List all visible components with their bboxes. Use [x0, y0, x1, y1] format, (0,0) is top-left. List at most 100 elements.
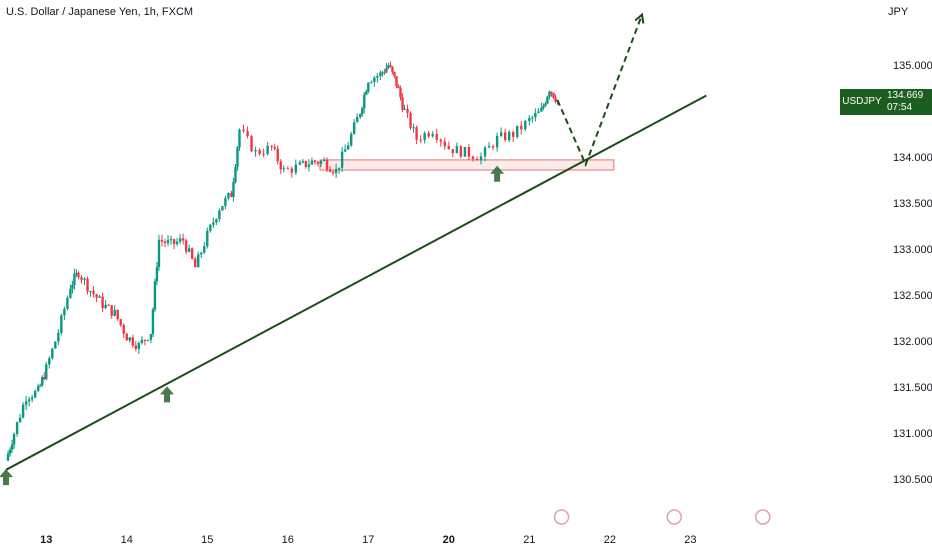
- candle-body: [190, 248, 194, 259]
- candle-body: [48, 358, 51, 365]
- candle-body: [209, 224, 212, 231]
- candle-body: [178, 238, 182, 242]
- candle-body: [391, 66, 394, 72]
- y-tick-label: 132.500: [893, 290, 932, 302]
- candle-body: [542, 105, 545, 108]
- candle-body: [552, 92, 555, 98]
- candle-body: [313, 160, 317, 163]
- candle-body: [447, 146, 451, 150]
- candle-body: [10, 444, 14, 450]
- candle-body: [304, 160, 308, 167]
- candle-body: [367, 82, 370, 92]
- candle-body: [232, 181, 235, 197]
- candle-body: [8, 449, 12, 454]
- candle-body: [427, 133, 430, 137]
- candle-body: [307, 164, 311, 167]
- candle-body: [409, 112, 412, 128]
- candle-body: [6, 453, 10, 461]
- candle-body: [187, 248, 191, 252]
- candle-body: [343, 149, 347, 152]
- x-tick-label: 13: [40, 534, 52, 546]
- candle-body: [166, 240, 170, 244]
- y-tick-label: 132.000: [893, 336, 932, 348]
- candle-body: [544, 103, 547, 106]
- x-tick-label: 17: [362, 534, 374, 546]
- candle-body: [310, 160, 314, 165]
- candle-body: [443, 141, 446, 147]
- candle-body: [331, 171, 335, 174]
- currency-label: JPY: [888, 6, 909, 18]
- candle-body: [393, 71, 396, 77]
- y-tick-label: 134.000: [893, 152, 932, 164]
- candle-body: [169, 239, 173, 241]
- candle-body: [60, 315, 63, 333]
- up-arrow-icon: [0, 469, 13, 486]
- candle-body: [534, 112, 537, 118]
- candle-body: [41, 377, 44, 386]
- candle-body: [389, 65, 392, 67]
- candle-body: [57, 332, 60, 342]
- candle-body: [279, 161, 282, 170]
- candle-body: [246, 131, 249, 137]
- candle-body: [520, 125, 523, 130]
- candle-body: [137, 343, 141, 349]
- candle-body: [373, 77, 376, 83]
- candle-body: [383, 72, 386, 74]
- y-tick-label: 133.500: [893, 198, 932, 210]
- candle-body: [334, 169, 338, 174]
- candle-body: [262, 153, 265, 155]
- candle-body: [24, 401, 28, 405]
- candle-body: [69, 288, 72, 298]
- candle-body: [30, 397, 34, 400]
- last-price: 134.669: [887, 90, 924, 101]
- candle-body: [163, 241, 167, 244]
- candle-body: [415, 127, 418, 140]
- candle-body: [151, 309, 155, 335]
- candle-body: [92, 291, 95, 295]
- candle-body: [395, 76, 398, 86]
- last-price-label: 134.669 07:54: [884, 89, 932, 115]
- candle-body: [419, 139, 422, 141]
- candle-body: [403, 108, 406, 110]
- candle-body: [363, 94, 366, 109]
- candle-body: [298, 162, 302, 165]
- candle-body: [140, 339, 144, 344]
- candle-body: [149, 334, 153, 340]
- candle-body: [181, 238, 185, 241]
- candle-body: [131, 337, 135, 346]
- candle-body: [230, 192, 233, 197]
- candle-body: [379, 72, 382, 76]
- candle-body: [122, 325, 125, 334]
- support-zone: [319, 159, 615, 171]
- candle-body: [242, 129, 245, 132]
- us-flag-icon: [666, 509, 682, 525]
- candle-body: [51, 348, 54, 359]
- candle-body: [95, 294, 98, 298]
- candle-body: [412, 127, 415, 129]
- candle-body: [479, 156, 483, 161]
- candle-body: [431, 134, 434, 137]
- candle-body: [89, 291, 92, 293]
- candle-body: [353, 122, 356, 134]
- candle-body: [134, 345, 138, 349]
- candle-body: [316, 162, 320, 164]
- candle-body: [507, 132, 511, 141]
- candle-body: [63, 308, 66, 316]
- candle-body: [200, 252, 203, 255]
- x-tick-label: 23: [684, 534, 696, 546]
- candle-body: [495, 135, 499, 148]
- candle-body: [33, 390, 37, 398]
- candle-body: [270, 145, 273, 148]
- candle-body: [491, 146, 495, 148]
- candle-body: [75, 272, 78, 274]
- candle-body: [43, 377, 46, 380]
- candle-body: [512, 132, 515, 137]
- candle-body: [401, 97, 404, 110]
- candle-body: [376, 75, 379, 78]
- candle-body: [439, 139, 442, 142]
- candle-body: [483, 147, 487, 157]
- candle-body: [546, 96, 549, 104]
- candle-body: [107, 304, 110, 306]
- x-tick-label: 22: [604, 534, 616, 546]
